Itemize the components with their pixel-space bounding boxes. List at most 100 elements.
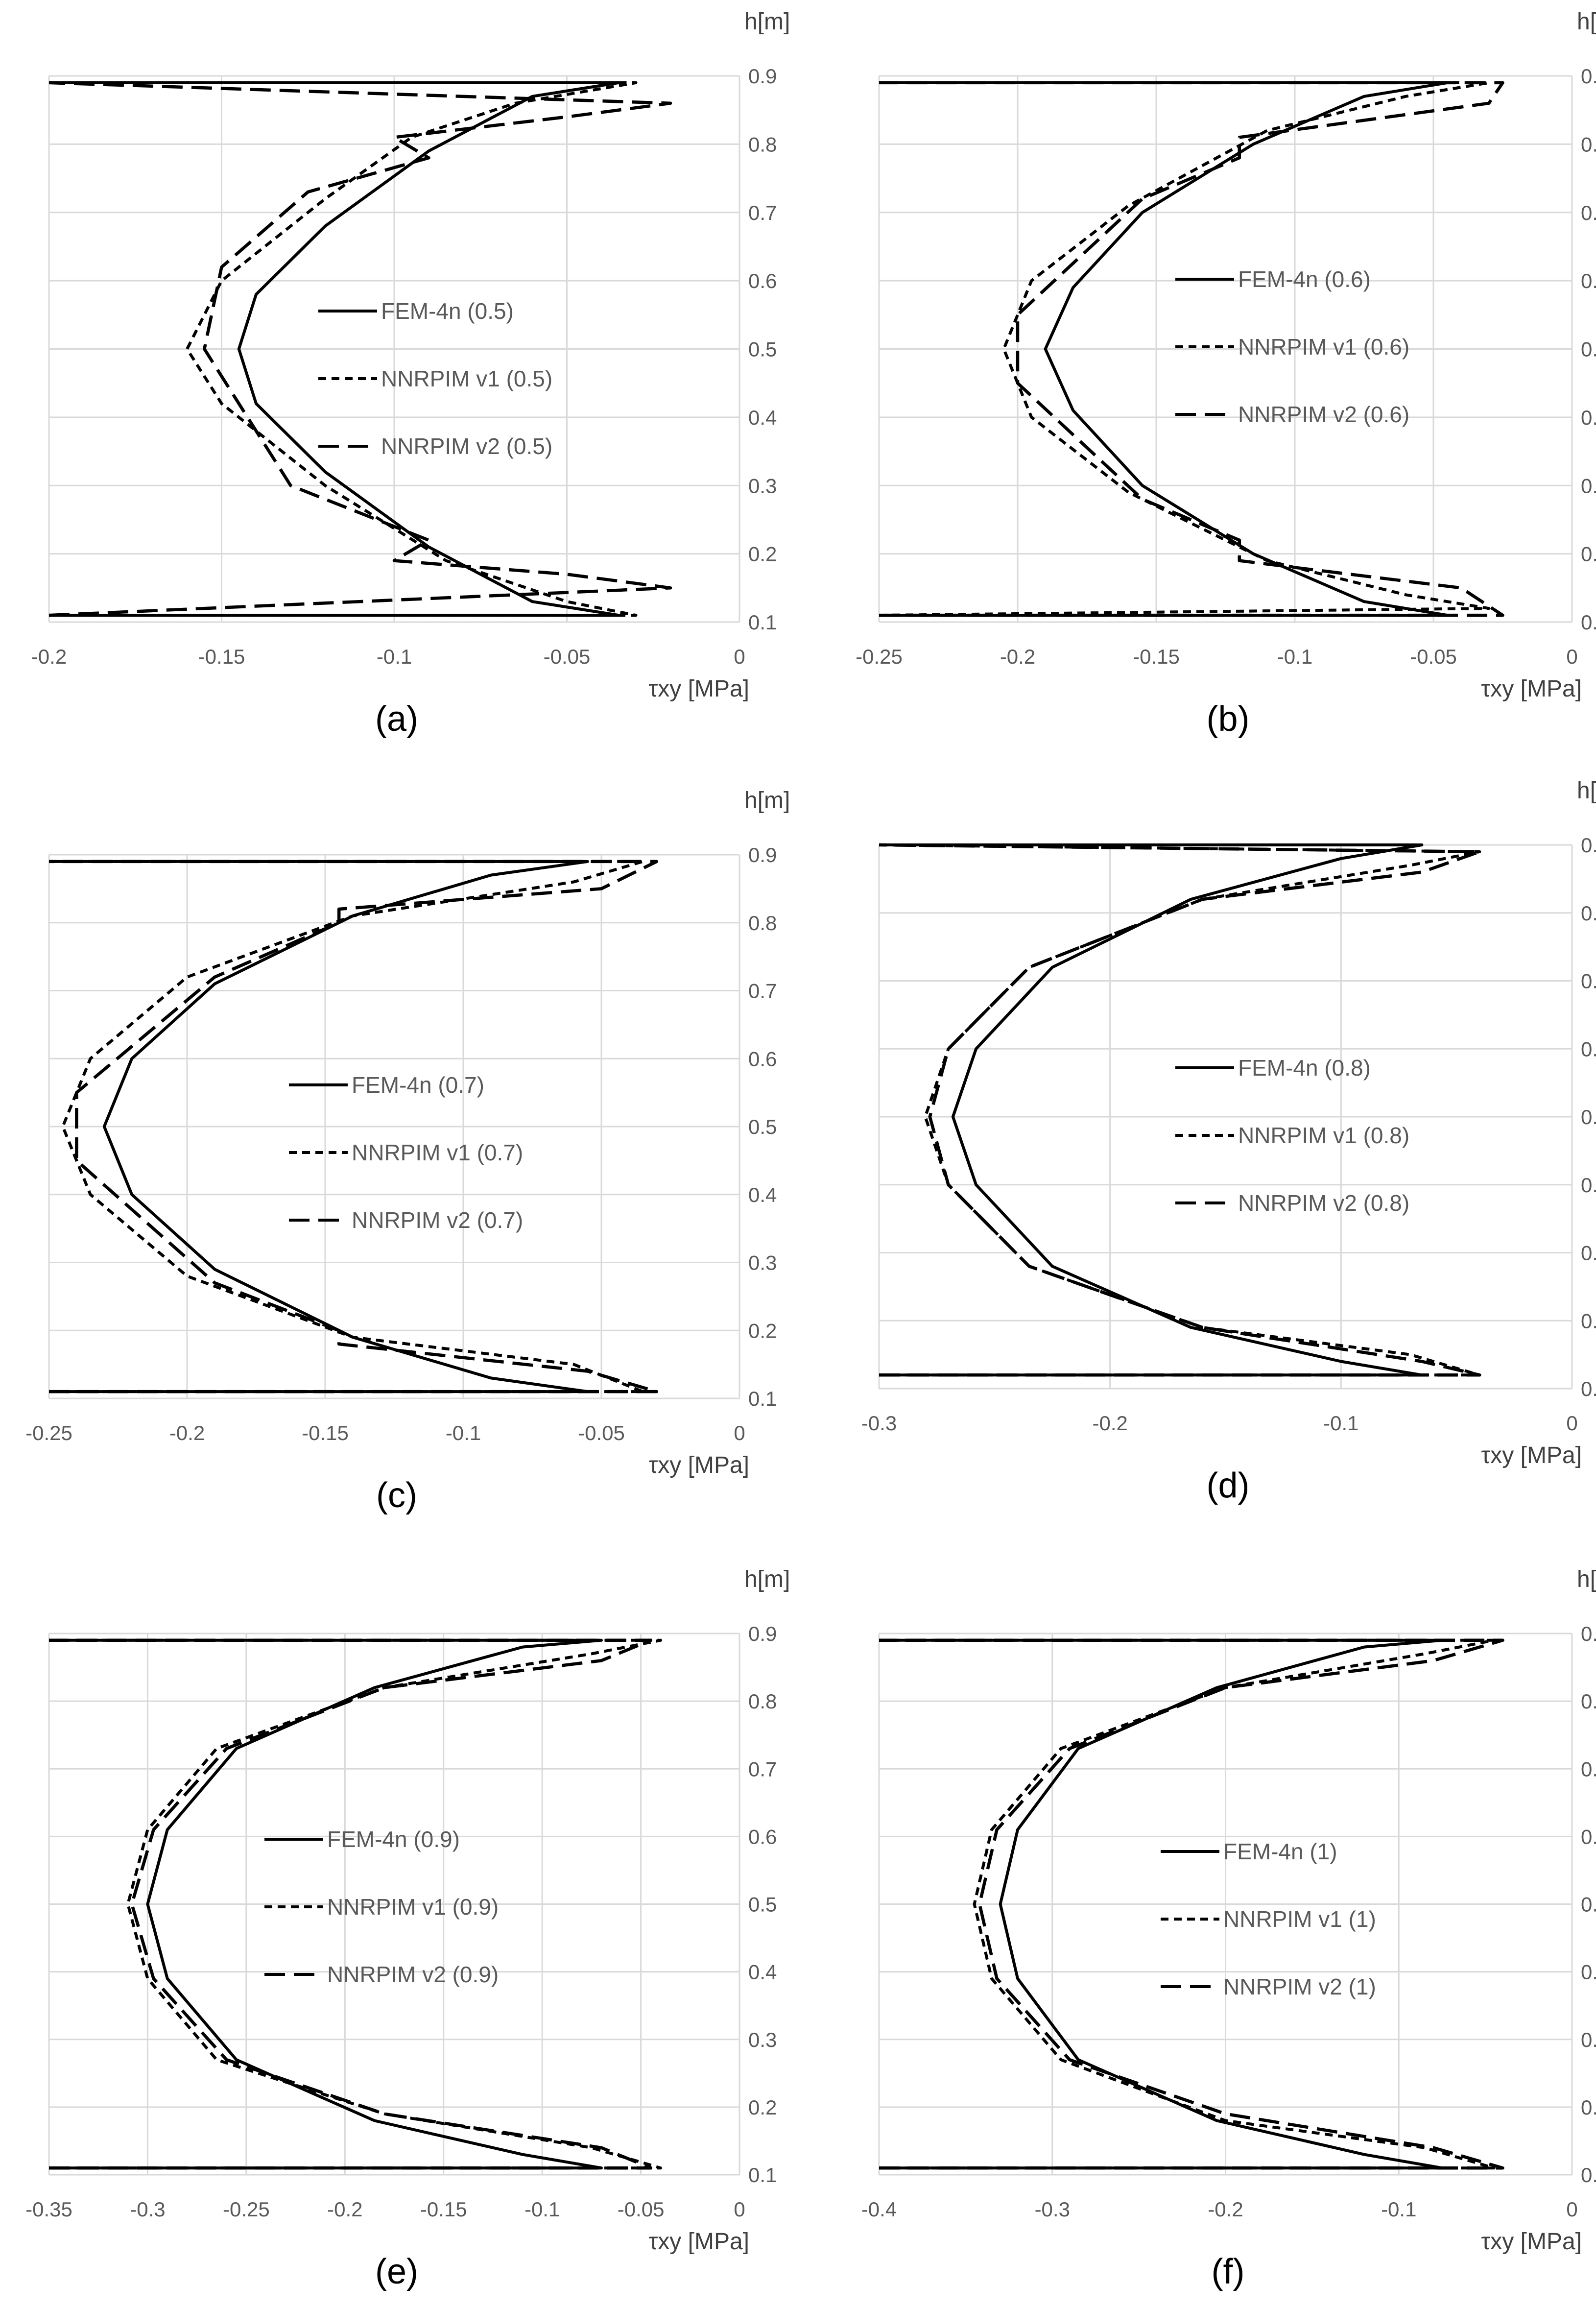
y-tick-label: 0.8 (748, 133, 777, 156)
legend-label: NNRPIM v2 (0.9) (327, 1962, 499, 1987)
series-line-v1 (879, 81, 1491, 617)
x-tick-label: -0.4 (861, 2198, 897, 2221)
y-tick-label: 0.2 (1581, 543, 1596, 566)
y-tick-label: 0.6 (1581, 1037, 1596, 1060)
y-tick-label: 0.2 (1581, 2096, 1596, 2119)
chart-panel: -0.2 -0.15 -0.1 -0.05 00.1 0.2 0.3 0.4 0.5 0.6 0.7… (31, 9, 790, 739)
y-tick-label: 0.7 (748, 1757, 777, 1780)
y-tick-label: 0.8 (1581, 902, 1596, 925)
y-tick-label: 0.5 (748, 338, 777, 361)
y-tick-label: 0.4 (748, 1961, 777, 1984)
x-tick-label: -0.1 (1381, 2198, 1416, 2221)
chart-panel: -0.25 -0.2 -0.15 -0.1 -0.05 00.1 0.2 0.3 0.4 0.5 0… (25, 788, 790, 1515)
x-tick-label: -0.2 (1208, 2198, 1243, 2221)
y-axis-title: h[m] (744, 788, 790, 814)
y-tick-label: 0.5 (748, 1115, 777, 1138)
x-tick-label: -0.15 (1133, 645, 1180, 668)
legend-label: NNRPIM v1 (0.9) (327, 1894, 499, 1920)
y-tick-label: 0.5 (1581, 338, 1596, 361)
x-tick-label: -0.1 (377, 645, 412, 668)
chart-panel: -0.4 -0.3 -0.2 -0.1 0 0.1 0.2 0.3 0.4 0.5 0.6 0.7 0.… (861, 1566, 1596, 2291)
series-line-v2 (879, 843, 1481, 1377)
x-tick-label: -0.2 (169, 1421, 205, 1444)
legend-label: FEM-4n (0.5) (381, 298, 514, 324)
y-tick-label: 0.9 (748, 65, 777, 88)
x-tick-label: -0.2 (1092, 1412, 1127, 1435)
x-tick-label: -0.3 (130, 2198, 165, 2221)
y-tick-label: 0.1 (1581, 611, 1596, 634)
x-tick-label: 0 (734, 1421, 745, 1444)
y-tick-label: 0.1 (748, 2163, 777, 2187)
x-tick-label: -0.15 (302, 1421, 349, 1444)
y-tick-label: 0.3 (1581, 1242, 1596, 1265)
legend-label: FEM-4n (0.7) (352, 1072, 484, 1098)
x-tick-label: -0.25 (25, 1421, 72, 1444)
y-tick-label: 0.5 (748, 1893, 777, 1916)
y-tick-label: 0.4 (1581, 1961, 1596, 1984)
y-axis-title: h[m] (1577, 9, 1596, 35)
x-axis-title: τxy [MPa] (648, 1452, 749, 1478)
y-tick-label: 0.9 (1581, 1622, 1596, 1645)
panel-label: (d) (1207, 1466, 1250, 1505)
x-tick-label: -0.3 (1035, 2198, 1070, 2221)
y-axis-title: h[m] (744, 1566, 790, 1592)
x-tick-label: -0.1 (1277, 645, 1312, 668)
x-axis-title: τxy [MPa] (1481, 676, 1582, 702)
y-tick-label: 0.3 (748, 2028, 777, 2051)
y-tick-label: 0.2 (748, 2096, 777, 2119)
y-tick-label: 0.7 (1581, 970, 1596, 993)
y-tick-label: 0.6 (748, 1047, 777, 1070)
y-tick-label: 0.1 (1581, 2163, 1596, 2187)
y-tick-label: 0.6 (1581, 269, 1596, 292)
y-tick-label: 0.6 (748, 269, 777, 292)
legend-label: NNRPIM v1 (0.5) (381, 366, 552, 391)
series-line-v2 (879, 1638, 1504, 2170)
y-axis-title: h[m] (1577, 1566, 1596, 1592)
y-tick-label: 0.7 (748, 201, 777, 224)
y-tick-label: 0.1 (1581, 1377, 1596, 1400)
legend-label: FEM-4n (0.9) (327, 1826, 460, 1852)
y-tick-label: 0.5 (1581, 1893, 1596, 1916)
y-tick-label: 0.6 (1581, 1825, 1596, 1848)
legend-label: FEM-4n (1) (1223, 1839, 1337, 1864)
series-line-v2 (49, 1638, 652, 2170)
x-tick-label: -0.1 (1323, 1412, 1358, 1435)
series-line-fem (49, 860, 589, 1394)
y-tick-label: 0.3 (748, 1251, 777, 1274)
series-line-v2 (879, 81, 1504, 617)
y-tick-label: 0.3 (748, 474, 777, 497)
y-tick-label: 0.8 (1581, 1690, 1596, 1713)
x-tick-label: -0.05 (578, 1421, 625, 1444)
y-axis-title: h[m] (1577, 778, 1596, 804)
panel-label: (e) (375, 2252, 418, 2291)
legend-label: NNRPIM v2 (0.7) (352, 1207, 523, 1233)
y-tick-label: 0.4 (748, 1183, 777, 1206)
y-tick-label: 0.7 (748, 980, 777, 1003)
y-tick-label: 0.3 (1581, 474, 1596, 497)
y-tick-label: 0.1 (748, 1387, 777, 1410)
y-tick-label: 0.2 (748, 543, 777, 566)
series-line-v1 (49, 1638, 662, 2170)
y-tick-label: 0.7 (1581, 1757, 1596, 1780)
chart-panel: -0.35 -0.3 -0.25 -0.2 -0.15 -0.1 -0.05 00.1 0.2 0… (25, 1566, 790, 2291)
y-tick-label: 0.4 (1581, 1174, 1596, 1197)
legend-label: NNRPIM v2 (0.6) (1238, 402, 1409, 427)
legend-label: NNRPIM v2 (1) (1223, 1974, 1376, 1999)
y-tick-label: 0.7 (1581, 201, 1596, 224)
legend-label: FEM-4n (0.6) (1238, 266, 1371, 292)
x-tick-label: -0.15 (198, 645, 245, 668)
legend-label: NNRPIM v1 (1) (1223, 1906, 1376, 1932)
legend-label: NNRPIM v1 (0.6) (1238, 334, 1409, 360)
series-line-v1 (879, 1638, 1496, 2170)
y-tick-label: 0.1 (748, 611, 777, 634)
x-tick-label: -0.05 (544, 645, 591, 668)
series-line-v1 (879, 843, 1481, 1377)
y-tick-label: 0.9 (748, 1622, 777, 1645)
x-tick-label: -0.2 (31, 645, 67, 668)
legend-label: NNRPIM v2 (0.5) (381, 433, 552, 459)
x-tick-label: 0 (1566, 645, 1577, 668)
y-tick-label: 0.3 (1581, 2028, 1596, 2051)
y-tick-label: 0.2 (748, 1319, 777, 1342)
y-tick-label: 0.4 (1581, 406, 1596, 429)
